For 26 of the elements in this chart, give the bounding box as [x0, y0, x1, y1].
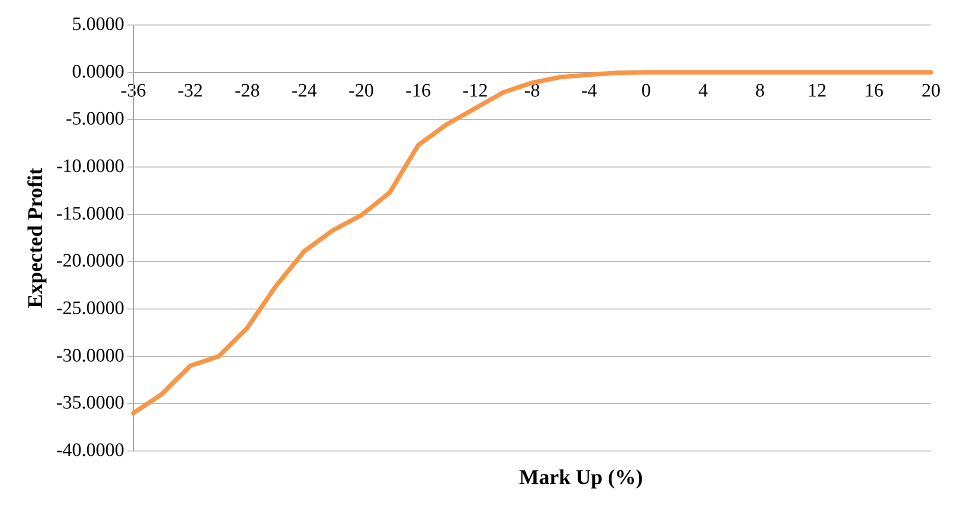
x-tick-label: -28: [234, 80, 260, 102]
x-tick-label: -32: [178, 80, 203, 102]
y-axis-title: Expected Profit: [23, 168, 48, 308]
x-tick-label: -16: [406, 80, 431, 102]
x-tick-label: 0: [641, 80, 651, 102]
y-tick-label: -35.0000: [56, 392, 124, 414]
y-tick-label: -20.0000: [56, 250, 124, 272]
x-tick-label: -4: [581, 80, 598, 102]
y-tick-label: 0.0000: [72, 61, 124, 82]
x-tick-label: 12: [808, 80, 827, 102]
x-tick-label: 16: [864, 80, 884, 102]
x-tick-label: 8: [755, 80, 765, 102]
x-tick-label: 4: [698, 80, 708, 102]
x-tick-label: -12: [462, 80, 488, 102]
x-tick-label: -20: [348, 80, 374, 102]
y-tick-label: -25.0000: [56, 298, 124, 319]
y-tick-label: -10.0000: [56, 156, 124, 177]
y-tick-label: 5.0000: [72, 14, 124, 35]
y-tick-label: -30.0000: [56, 345, 124, 366]
y-tick-label: -40.0000: [56, 440, 124, 461]
x-tick-label: -24: [292, 80, 318, 102]
x-axis-title: Mark Up (%): [518, 465, 644, 490]
y-tick-label: -5.0000: [66, 108, 124, 130]
y-tick-label: -15.0000: [56, 203, 124, 224]
x-tick-label: -8: [524, 80, 540, 102]
x-tick-label: 20: [922, 80, 940, 102]
